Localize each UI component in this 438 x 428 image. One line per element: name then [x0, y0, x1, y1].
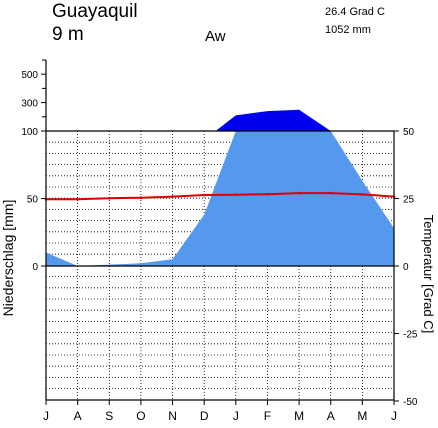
month-label: N	[168, 409, 177, 423]
temp-tick-label: -50	[403, 397, 418, 408]
axis-ticks: 0 50 100 300 500 50 25 0 -25 -50 J A S O N D J F M A M J	[21, 59, 418, 423]
precip-tick-label: 300	[21, 99, 38, 110]
annual-precipitation: 1052 mm	[325, 24, 371, 36]
temperature-point	[108, 196, 111, 200]
station-name: Guayaquil	[52, 1, 138, 22]
temperature-point	[202, 193, 206, 197]
month-label: O	[136, 409, 145, 423]
precip-tick-label: 100	[21, 127, 38, 138]
climate-class: Aw	[205, 28, 226, 45]
month-label: A	[327, 409, 335, 423]
precipitation-area-low	[46, 131, 394, 266]
precip-tick-label: 0	[32, 262, 38, 273]
month-label: S	[105, 409, 113, 423]
temperature-point	[171, 195, 174, 198]
month-label: D	[200, 409, 209, 423]
month-label: A	[74, 409, 82, 423]
station-elevation: 9 m	[52, 24, 84, 45]
temperature-point	[329, 191, 333, 195]
temperature-point	[266, 192, 269, 196]
temp-tick-label: 25	[403, 195, 415, 206]
temp-tick-label: -25	[403, 330, 418, 341]
temperature-point	[234, 193, 238, 196]
temperature-line	[46, 192, 395, 201]
month-label: M	[294, 409, 304, 423]
month-label: F	[264, 409, 271, 423]
temp-tick-label: 50	[403, 127, 415, 138]
month-label: M	[357, 409, 367, 423]
precipitation-areas	[46, 109, 394, 266]
month-label: J	[391, 409, 397, 423]
precipitation-axis-label: Niederschlag [mm]	[0, 200, 16, 317]
temp-tick-label: 0	[403, 262, 409, 273]
month-label: J	[233, 409, 239, 423]
precip-tick-label: 500	[21, 70, 38, 81]
temperature-point	[139, 196, 143, 199]
temperature-axis-label: Temperatur [Grad C]	[421, 215, 436, 334]
temperature-layer	[44, 191, 396, 201]
temperature-point	[76, 198, 79, 201]
temperature-point	[361, 193, 364, 196]
precipitation-area-high	[215, 109, 331, 131]
mean-temperature: 26.4 Grad C	[325, 6, 385, 18]
temperature-point	[297, 191, 301, 195]
month-label: J	[43, 409, 49, 423]
precip-tick-label: 50	[27, 195, 39, 206]
